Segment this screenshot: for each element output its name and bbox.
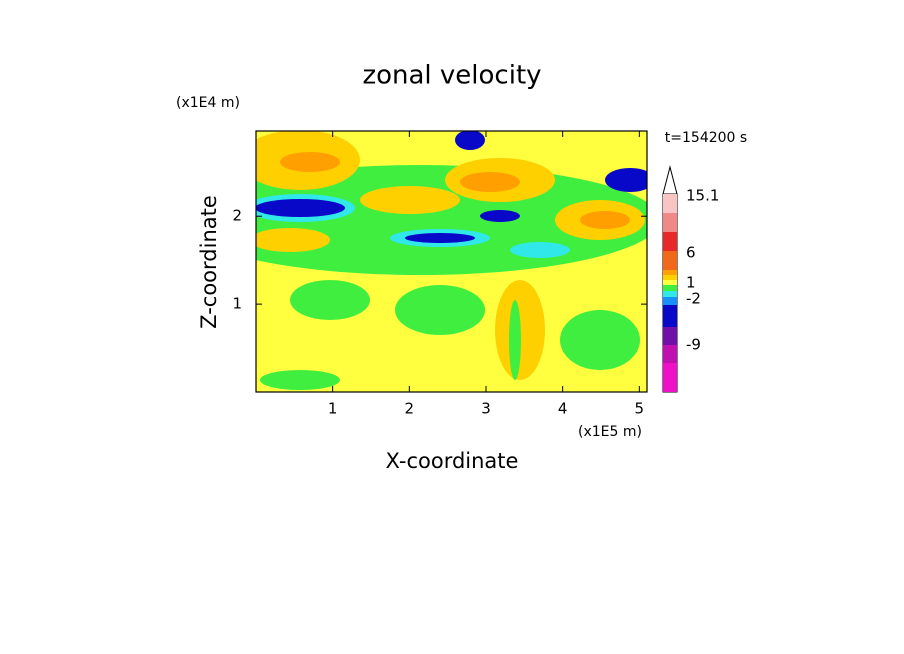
x-tick-label: 5 bbox=[635, 400, 645, 418]
colorbar-segment bbox=[663, 275, 677, 280]
colorbar-segment bbox=[663, 363, 677, 392]
x-unit: (x1E5 m) bbox=[578, 424, 642, 440]
colorbar-segment bbox=[663, 297, 677, 305]
colorbar-segment bbox=[663, 270, 677, 275]
y-axis-label: Z-coordinate bbox=[197, 195, 221, 329]
x-tick-label: 4 bbox=[558, 400, 568, 418]
colorbar-segment bbox=[663, 345, 677, 363]
colorbar-label: -2 bbox=[686, 290, 701, 308]
colorbar-label: 1 bbox=[686, 274, 696, 292]
colorbar-segment bbox=[663, 291, 677, 297]
contour-field bbox=[256, 131, 647, 392]
colorbar-segment bbox=[663, 232, 677, 251]
x-axis-label: X-coordinate bbox=[386, 449, 519, 473]
colorbar-segment bbox=[663, 285, 677, 291]
colorbar-segment bbox=[663, 305, 677, 327]
colorbar-label: -9 bbox=[686, 336, 701, 354]
x-tick-label: 2 bbox=[405, 400, 415, 418]
colorbar-segment bbox=[663, 280, 677, 285]
y-unit: (x1E4 m) bbox=[176, 95, 240, 111]
colorbar-label: 15.1 bbox=[686, 187, 719, 205]
colorbar-segment bbox=[663, 327, 677, 345]
time-label: t=154200 s bbox=[665, 130, 747, 146]
colorbar-triangle bbox=[662, 165, 678, 195]
colorbar-segment bbox=[663, 213, 677, 232]
x-tick-label: 3 bbox=[481, 400, 491, 418]
colorbar-segment bbox=[663, 194, 677, 213]
y-tick-label: 2 bbox=[232, 207, 242, 225]
x-tick-label: 1 bbox=[328, 400, 338, 418]
y-tick-label: 1 bbox=[232, 295, 242, 313]
plot-frame bbox=[255, 130, 648, 393]
colorbar-label: 6 bbox=[686, 244, 696, 262]
chart-title: zonal velocity bbox=[362, 61, 541, 91]
colorbar-segment bbox=[663, 251, 677, 270]
